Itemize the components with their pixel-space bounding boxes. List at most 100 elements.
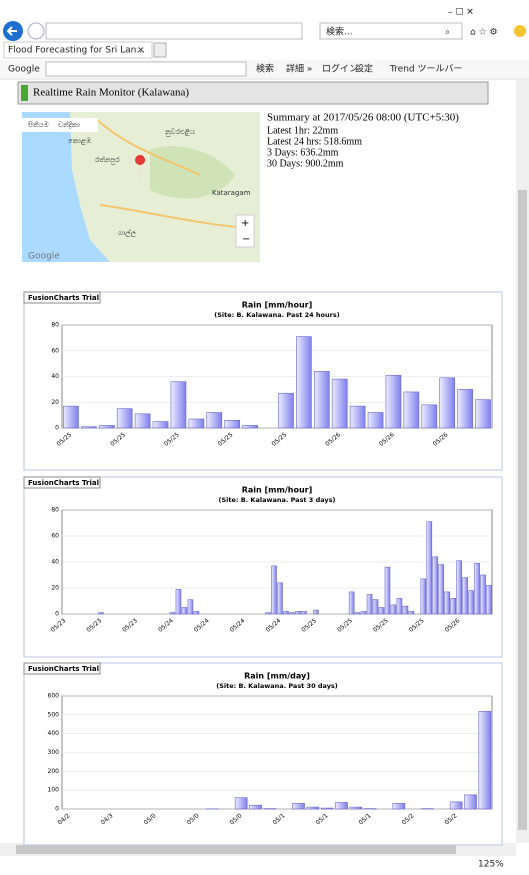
bar (307, 807, 319, 809)
summary-title: Summary at 2017/05/26 08:00 (UTC+5:30) (267, 112, 459, 124)
chart-subtitle: (Site: B. Kalawana. Past 30 days) (216, 682, 338, 690)
summary-line: 30 Days: 900.2mm (267, 158, 344, 169)
tab-title: Flood Forecasting for Sri Lan... (8, 46, 145, 56)
bar (295, 611, 300, 614)
bar (266, 613, 271, 614)
bar (277, 583, 282, 614)
chart-title: Rain [mm/day] (244, 672, 310, 681)
map-label: Google (28, 252, 60, 262)
y-tick-label: 0 (55, 806, 59, 813)
y-tick-label: 40 (51, 373, 59, 380)
new-tab[interactable] (154, 43, 166, 57)
bar (386, 375, 401, 428)
bar (350, 807, 362, 809)
y-tick-label: 20 (51, 399, 59, 406)
bar (404, 392, 419, 428)
summary-line: 3 Days: 636.2mm (267, 147, 339, 158)
search-icon[interactable]: ⌕ (445, 28, 450, 38)
bar (243, 425, 258, 428)
y-tick-label: 500 (48, 711, 60, 718)
y-tick-label: 80 (51, 322, 59, 329)
bar (385, 567, 390, 614)
bar (289, 613, 294, 614)
bar (476, 400, 491, 428)
header-accent (21, 85, 28, 101)
bar (321, 808, 333, 809)
bar (479, 711, 491, 809)
bar (349, 592, 354, 614)
bar (422, 405, 437, 428)
bar (63, 406, 78, 428)
toolbar-item[interactable]: 詳細 » (286, 63, 312, 75)
map: +− (22, 112, 260, 262)
bar (427, 522, 432, 614)
bar (249, 805, 261, 809)
y-tick-label: 0 (55, 611, 59, 618)
bar (301, 611, 306, 614)
search-placeholder: 検索... (326, 26, 353, 38)
bar (469, 591, 474, 614)
bar (373, 600, 378, 614)
page: {"browser": {"search_placeholder": "検索..… (0, 0, 529, 871)
h-thumb[interactable] (16, 845, 456, 854)
map-label: රත්නපුර (95, 156, 120, 165)
smiley[interactable] (514, 25, 526, 37)
toolbar-item[interactable]: 設定 (355, 63, 373, 75)
bar (391, 605, 396, 614)
bar (292, 803, 304, 809)
y-tick-label: 100 (48, 787, 60, 794)
y-tick-label: 300 (48, 749, 60, 756)
bar (464, 795, 476, 809)
bar (439, 565, 444, 614)
toolbar-item[interactable]: 検索 (256, 63, 274, 75)
v-thumb[interactable] (518, 190, 527, 830)
chart-subtitle: (Site: B. Kalawana. Past 3 days) (218, 496, 335, 504)
toolbar-item[interactable]: Trend ツールバー (389, 64, 463, 75)
bar (235, 798, 247, 809)
tab-close[interactable]: × (137, 46, 145, 56)
address-bar[interactable] (46, 23, 302, 39)
map-label: සිතියම (28, 121, 49, 129)
badge: FusionCharts Trial (28, 479, 99, 487)
bar (117, 409, 132, 428)
bar (170, 613, 175, 614)
bar (171, 382, 186, 428)
bar (182, 608, 187, 615)
zoom-level[interactable]: 125% (478, 860, 504, 870)
bar (433, 557, 438, 614)
screen: 検索... ⌕ ⌂ ☆ ⚙ – ☐ ✕ Flood Forecasting fo… (0, 0, 529, 871)
bar (361, 611, 366, 614)
summary-line: Latest 24 hrs: 518.6mm (267, 136, 362, 147)
bar (379, 608, 384, 615)
toolbar-item[interactable]: Google (8, 65, 40, 75)
bar (393, 803, 405, 809)
bar (296, 337, 311, 428)
map-label: කොළඹ (68, 137, 91, 145)
y-tick-label: 200 (48, 768, 60, 775)
bar (440, 378, 455, 428)
bar (176, 589, 181, 614)
bar (487, 585, 492, 614)
bar (457, 561, 462, 614)
bar (207, 413, 222, 428)
bar (450, 802, 462, 809)
google-box[interactable] (46, 62, 246, 76)
bar (135, 414, 150, 428)
bar (445, 592, 450, 614)
bar (368, 413, 383, 428)
toolbar-item[interactable]: ログイン (322, 63, 358, 75)
bar (458, 389, 473, 428)
window-controls: – ☐ ✕ (448, 8, 474, 18)
bar (194, 611, 199, 614)
chart-subtitle: (Site: B. Kalawana. Past 24 hours) (214, 311, 339, 319)
bar (283, 611, 288, 614)
bar (481, 575, 486, 614)
bar (350, 406, 365, 428)
map-label: නුවරඑළිය (165, 128, 195, 137)
chart-title: Rain [mm/hour] (242, 301, 313, 310)
chart-title: Rain [mm/hour] (242, 486, 313, 495)
y-tick-label: 40 (51, 559, 59, 566)
y-tick-label: 600 (48, 693, 60, 700)
bar (313, 610, 318, 614)
bar (98, 613, 103, 614)
